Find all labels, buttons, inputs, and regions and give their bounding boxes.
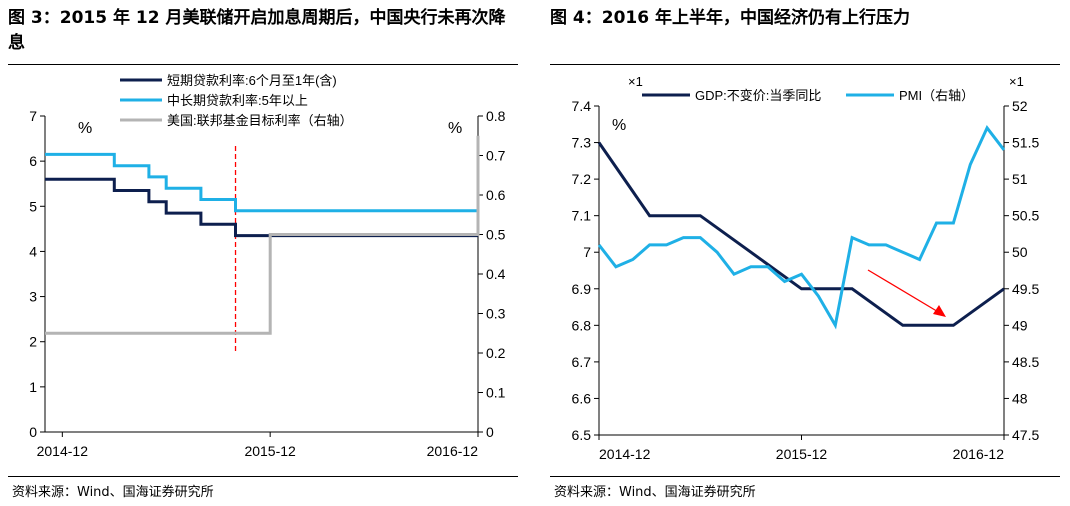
legend-label-0: 短期贷款利率:6个月至1年(含) xyxy=(167,73,337,88)
left-y-axis-multiplier: ×1 xyxy=(628,74,643,89)
series-line-0 xyxy=(597,141,1005,327)
right-y-axis-multiplier: ×1 xyxy=(1009,74,1024,89)
downtrend-arrow xyxy=(867,269,941,314)
y-left-tick-label: 7.1 xyxy=(572,208,592,224)
y-right-tick-label: 49.5 xyxy=(1012,281,1039,297)
series-line-0 xyxy=(45,177,478,238)
figure-3-source: 资料来源：Wind、国海证券研究所 xyxy=(12,485,214,500)
figure-4-title-rule xyxy=(550,64,1060,65)
y-right-tick-label: 0.6 xyxy=(486,187,506,203)
y-right-tick-label: 0.1 xyxy=(486,385,506,401)
y-left-tick-label: 6.9 xyxy=(572,281,592,297)
y-left-tick-label: 6.8 xyxy=(572,317,592,333)
left-y-axis-unit: % xyxy=(612,117,626,134)
legend-label-1: PMI（右轴） xyxy=(899,88,974,103)
figure-3-source-rule xyxy=(8,476,518,477)
y-right-tick-label: 0 xyxy=(486,424,494,440)
y-right-tick-label: 52 xyxy=(1012,98,1028,114)
y-left-tick-label: 5 xyxy=(29,198,37,214)
y-left-tick-label: 6.5 xyxy=(572,427,592,443)
figure-3-title: 图 3：2015 年 12 月美联储开启加息周期后，中国央行未再次降息 xyxy=(8,8,506,53)
y-left-tick-label: 7.4 xyxy=(572,98,592,114)
y-left-tick-label: 3 xyxy=(29,289,37,305)
x-tick-label: 2016-12 xyxy=(427,443,479,459)
y-left-tick-label: 7.3 xyxy=(572,135,592,151)
figure-3-chart: 0 1 2 3 4 5 6 7 0 0.1 0.2 0.3 0.4 0.5 0.6 0.7 0.8 2014-… xyxy=(29,73,506,459)
y-right-tick-label: 0.7 xyxy=(486,148,506,164)
series-line-1 xyxy=(45,152,478,213)
x-tick-label: 2015-12 xyxy=(244,443,296,459)
y-left-tick-label: 7.2 xyxy=(572,171,592,187)
y-left-tick-label: 0 xyxy=(29,424,37,440)
figure-4-chart: 6.5 6.6 6.7 6.8 6.9 7 7.1 7.2 7.3 7.4 47.5 48 48.5 4… xyxy=(572,74,1040,462)
y-right-tick-label: 50 xyxy=(1012,244,1028,260)
y-right-tick-label: 0.8 xyxy=(486,108,506,124)
y-left-tick-label: 6.7 xyxy=(572,354,592,370)
y-right-tick-label: 51.5 xyxy=(1012,135,1039,151)
y-right-tick-label: 47.5 xyxy=(1012,427,1039,443)
series-line-2 xyxy=(45,135,480,335)
y-right-tick-label: 48 xyxy=(1012,390,1028,406)
y-right-tick-label: 49 xyxy=(1012,317,1028,333)
y-left-tick-label: 7 xyxy=(29,108,37,124)
y-right-tick-label: 0.2 xyxy=(486,345,506,361)
figure-3-title-rule xyxy=(8,64,518,65)
figure-4-title: 图 4：2016 年上半年，中国经济仍有上行压力 xyxy=(550,8,910,28)
y-right-tick-label: 48.5 xyxy=(1012,354,1039,370)
right-y-axis-unit: % xyxy=(448,120,462,137)
figure-4-source: 资料来源：Wind、国海证券研究所 xyxy=(554,485,756,500)
y-right-tick-label: 0.3 xyxy=(486,306,506,322)
y-left-tick-label: 1 xyxy=(29,379,37,395)
legend-label-2: 美国:联邦基金目标利率（右轴） xyxy=(167,113,353,128)
figure-4-source-rule xyxy=(550,476,1060,477)
left-y-axis-unit: % xyxy=(78,120,92,137)
series-line-1 xyxy=(597,125,1006,330)
x-tick-label: 2014-12 xyxy=(599,446,651,462)
y-right-tick-label: 0.4 xyxy=(486,266,506,282)
y-right-tick-label: 0.5 xyxy=(486,227,506,243)
x-tick-label: 2014-12 xyxy=(37,443,89,459)
figure-4-panel: 图 4：2016 年上半年，中国经济仍有上行压力 6.5 6.6 6.7 6.8 6.9… xyxy=(550,0,1070,506)
y-left-tick-label: 6.6 xyxy=(572,390,592,406)
y-left-tick-label: 4 xyxy=(29,243,37,259)
y-left-tick-label: 2 xyxy=(29,334,37,350)
x-tick-label: 2016-12 xyxy=(953,446,1005,462)
legend-label-1: 中长期贷款利率:5年以上 xyxy=(167,93,308,108)
downtrend-arrow-head xyxy=(933,305,946,317)
figure-3-panel: 图 3：2015 年 12 月美联储开启加息周期后，中国央行未再次降息 0 1 2 3… xyxy=(8,0,528,506)
x-tick-label: 2015-12 xyxy=(776,446,828,462)
y-left-tick-label: 7 xyxy=(583,244,591,260)
y-right-tick-label: 50.5 xyxy=(1012,208,1039,224)
y-left-tick-label: 6 xyxy=(29,153,37,169)
legend-label-0: GDP:不变价:当季同比 xyxy=(695,88,821,103)
y-right-tick-label: 51 xyxy=(1012,171,1028,187)
